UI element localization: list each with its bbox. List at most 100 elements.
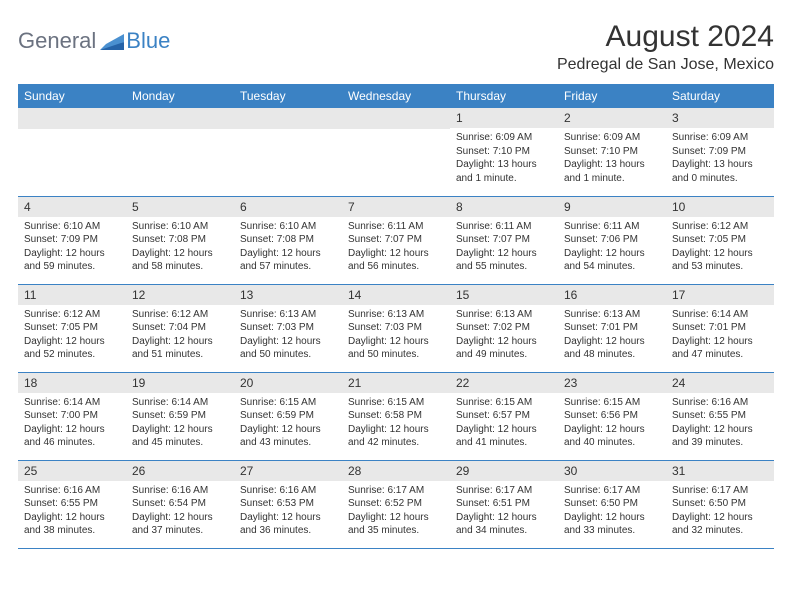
calendar-day-cell: 16Sunrise: 6:13 AMSunset: 7:01 PMDayligh… bbox=[558, 284, 666, 372]
sunrise-line: Sunrise: 6:11 AM bbox=[348, 220, 444, 234]
daylight-line: Daylight: 13 hours and 1 minute. bbox=[564, 158, 660, 185]
daylight-line: Daylight: 12 hours and 55 minutes. bbox=[456, 247, 552, 274]
day-number: 17 bbox=[666, 285, 774, 305]
sunset-line: Sunset: 7:07 PM bbox=[456, 233, 552, 247]
day-info: Sunrise: 6:15 AMSunset: 6:58 PMDaylight:… bbox=[342, 393, 450, 454]
day-info: Sunrise: 6:14 AMSunset: 7:00 PMDaylight:… bbox=[18, 393, 126, 454]
day-number: 3 bbox=[666, 108, 774, 128]
day-number: 23 bbox=[558, 373, 666, 393]
day-number: 27 bbox=[234, 461, 342, 481]
day-number: 16 bbox=[558, 285, 666, 305]
calendar-day-cell: 2Sunrise: 6:09 AMSunset: 7:10 PMDaylight… bbox=[558, 108, 666, 196]
calendar-day-cell: 22Sunrise: 6:15 AMSunset: 6:57 PMDayligh… bbox=[450, 372, 558, 460]
daylight-line: Daylight: 12 hours and 40 minutes. bbox=[564, 423, 660, 450]
sunrise-line: Sunrise: 6:14 AM bbox=[132, 396, 228, 410]
day-info: Sunrise: 6:11 AMSunset: 7:07 PMDaylight:… bbox=[450, 217, 558, 278]
sunset-line: Sunset: 7:06 PM bbox=[564, 233, 660, 247]
daylight-line: Daylight: 12 hours and 51 minutes. bbox=[132, 335, 228, 362]
calendar-day-cell: 25Sunrise: 6:16 AMSunset: 6:55 PMDayligh… bbox=[18, 460, 126, 548]
sunset-line: Sunset: 6:58 PM bbox=[348, 409, 444, 423]
day-info: Sunrise: 6:10 AMSunset: 7:09 PMDaylight:… bbox=[18, 217, 126, 278]
day-info: Sunrise: 6:11 AMSunset: 7:07 PMDaylight:… bbox=[342, 217, 450, 278]
daylight-line: Daylight: 12 hours and 49 minutes. bbox=[456, 335, 552, 362]
day-info: Sunrise: 6:17 AMSunset: 6:51 PMDaylight:… bbox=[450, 481, 558, 542]
weekday-header: Friday bbox=[558, 84, 666, 108]
daylight-line: Daylight: 12 hours and 52 minutes. bbox=[24, 335, 120, 362]
sunrise-line: Sunrise: 6:12 AM bbox=[132, 308, 228, 322]
calendar-day-cell: 24Sunrise: 6:16 AMSunset: 6:55 PMDayligh… bbox=[666, 372, 774, 460]
sunset-line: Sunset: 7:05 PM bbox=[24, 321, 120, 335]
sunset-line: Sunset: 7:02 PM bbox=[456, 321, 552, 335]
calendar-day-cell: 23Sunrise: 6:15 AMSunset: 6:56 PMDayligh… bbox=[558, 372, 666, 460]
calendar-day-cell: 3Sunrise: 6:09 AMSunset: 7:09 PMDaylight… bbox=[666, 108, 774, 196]
day-number: 12 bbox=[126, 285, 234, 305]
calendar-day-cell: 27Sunrise: 6:16 AMSunset: 6:53 PMDayligh… bbox=[234, 460, 342, 548]
sunset-line: Sunset: 7:07 PM bbox=[348, 233, 444, 247]
daylight-line: Daylight: 12 hours and 35 minutes. bbox=[348, 511, 444, 538]
day-number: 4 bbox=[18, 197, 126, 217]
title-block: August 2024 Pedregal de San Jose, Mexico bbox=[557, 20, 774, 74]
sunset-line: Sunset: 6:56 PM bbox=[564, 409, 660, 423]
sunrise-line: Sunrise: 6:15 AM bbox=[348, 396, 444, 410]
weekday-header: Sunday bbox=[18, 84, 126, 108]
sunset-line: Sunset: 6:59 PM bbox=[240, 409, 336, 423]
sunset-line: Sunset: 7:08 PM bbox=[240, 233, 336, 247]
sunrise-line: Sunrise: 6:16 AM bbox=[132, 484, 228, 498]
sunrise-line: Sunrise: 6:14 AM bbox=[24, 396, 120, 410]
day-number: 10 bbox=[666, 197, 774, 217]
calendar-day-cell: 4Sunrise: 6:10 AMSunset: 7:09 PMDaylight… bbox=[18, 196, 126, 284]
daylight-line: Daylight: 12 hours and 46 minutes. bbox=[24, 423, 120, 450]
day-info: Sunrise: 6:16 AMSunset: 6:55 PMDaylight:… bbox=[666, 393, 774, 454]
sunset-line: Sunset: 7:04 PM bbox=[132, 321, 228, 335]
daylight-line: Daylight: 12 hours and 59 minutes. bbox=[24, 247, 120, 274]
sunrise-line: Sunrise: 6:10 AM bbox=[132, 220, 228, 234]
sunrise-line: Sunrise: 6:17 AM bbox=[672, 484, 768, 498]
calendar-day-cell: 8Sunrise: 6:11 AMSunset: 7:07 PMDaylight… bbox=[450, 196, 558, 284]
day-number: 2 bbox=[558, 108, 666, 128]
sunset-line: Sunset: 7:01 PM bbox=[564, 321, 660, 335]
daylight-line: Daylight: 12 hours and 36 minutes. bbox=[240, 511, 336, 538]
calendar-header-row: SundayMondayTuesdayWednesdayThursdayFrid… bbox=[18, 84, 774, 108]
empty-day-header bbox=[18, 108, 126, 129]
day-info: Sunrise: 6:17 AMSunset: 6:52 PMDaylight:… bbox=[342, 481, 450, 542]
calendar-day-cell: 18Sunrise: 6:14 AMSunset: 7:00 PMDayligh… bbox=[18, 372, 126, 460]
calendar-body: 1Sunrise: 6:09 AMSunset: 7:10 PMDaylight… bbox=[18, 108, 774, 548]
calendar-day-cell: 7Sunrise: 6:11 AMSunset: 7:07 PMDaylight… bbox=[342, 196, 450, 284]
sunrise-line: Sunrise: 6:10 AM bbox=[240, 220, 336, 234]
month-title: August 2024 bbox=[557, 20, 774, 54]
logo-text-general: General bbox=[18, 28, 96, 54]
calendar-day-cell: 21Sunrise: 6:15 AMSunset: 6:58 PMDayligh… bbox=[342, 372, 450, 460]
daylight-line: Daylight: 12 hours and 42 minutes. bbox=[348, 423, 444, 450]
sunset-line: Sunset: 7:09 PM bbox=[672, 145, 768, 159]
sunset-line: Sunset: 6:52 PM bbox=[348, 497, 444, 511]
sunrise-line: Sunrise: 6:11 AM bbox=[564, 220, 660, 234]
day-number: 9 bbox=[558, 197, 666, 217]
empty-day-header bbox=[126, 108, 234, 129]
day-info: Sunrise: 6:16 AMSunset: 6:53 PMDaylight:… bbox=[234, 481, 342, 542]
sunset-line: Sunset: 7:10 PM bbox=[456, 145, 552, 159]
sunrise-line: Sunrise: 6:13 AM bbox=[564, 308, 660, 322]
day-number: 15 bbox=[450, 285, 558, 305]
daylight-line: Daylight: 13 hours and 1 minute. bbox=[456, 158, 552, 185]
sunset-line: Sunset: 6:55 PM bbox=[24, 497, 120, 511]
sunset-line: Sunset: 7:10 PM bbox=[564, 145, 660, 159]
weekday-header: Wednesday bbox=[342, 84, 450, 108]
day-info: Sunrise: 6:12 AMSunset: 7:04 PMDaylight:… bbox=[126, 305, 234, 366]
sunrise-line: Sunrise: 6:13 AM bbox=[240, 308, 336, 322]
weekday-header: Monday bbox=[126, 84, 234, 108]
day-info: Sunrise: 6:16 AMSunset: 6:55 PMDaylight:… bbox=[18, 481, 126, 542]
day-info: Sunrise: 6:14 AMSunset: 7:01 PMDaylight:… bbox=[666, 305, 774, 366]
sunset-line: Sunset: 6:59 PM bbox=[132, 409, 228, 423]
sunset-line: Sunset: 7:03 PM bbox=[240, 321, 336, 335]
daylight-line: Daylight: 12 hours and 54 minutes. bbox=[564, 247, 660, 274]
day-number: 26 bbox=[126, 461, 234, 481]
daylight-line: Daylight: 12 hours and 37 minutes. bbox=[132, 511, 228, 538]
day-info: Sunrise: 6:09 AMSunset: 7:09 PMDaylight:… bbox=[666, 128, 774, 189]
day-number: 30 bbox=[558, 461, 666, 481]
sunrise-line: Sunrise: 6:09 AM bbox=[456, 131, 552, 145]
day-info: Sunrise: 6:17 AMSunset: 6:50 PMDaylight:… bbox=[666, 481, 774, 542]
calendar-day-cell: 1Sunrise: 6:09 AMSunset: 7:10 PMDaylight… bbox=[450, 108, 558, 196]
calendar-day-cell: 6Sunrise: 6:10 AMSunset: 7:08 PMDaylight… bbox=[234, 196, 342, 284]
day-number: 29 bbox=[450, 461, 558, 481]
calendar-day-cell bbox=[342, 108, 450, 196]
